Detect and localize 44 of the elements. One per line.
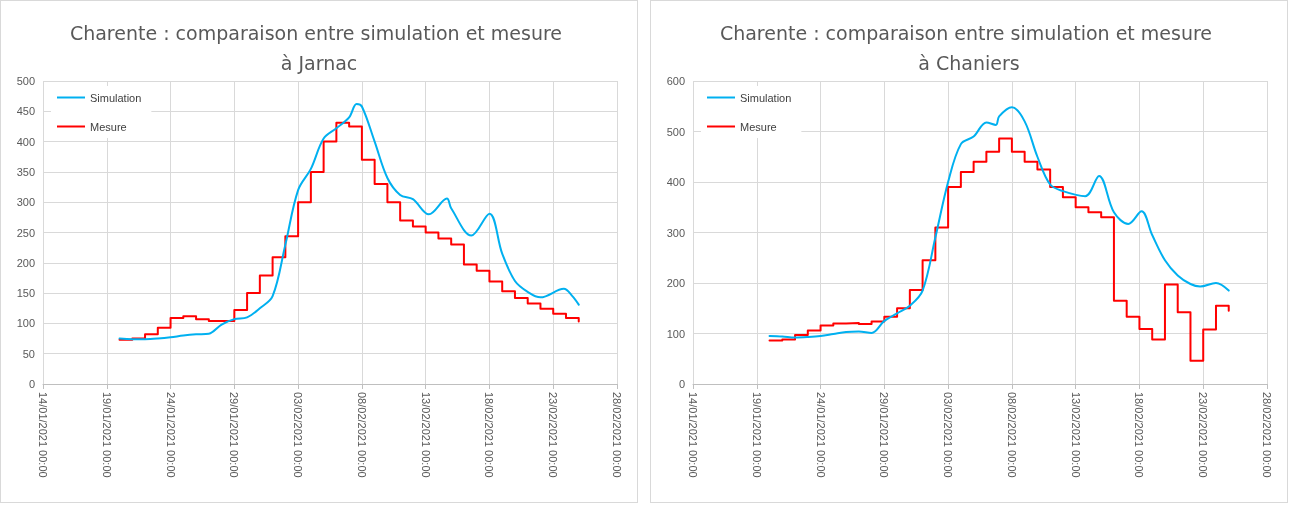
x-tick-label: 24/01/2021 00:00 xyxy=(814,392,827,478)
legend-label: Mesure xyxy=(740,120,777,133)
x-tick-label: 24/01/2021 00:00 xyxy=(164,392,177,478)
x-tick-label: 29/01/2021 00:00 xyxy=(228,392,241,478)
x-tick-label: 14/01/2021 00:00 xyxy=(37,392,49,478)
y-tick-label: 100 xyxy=(666,327,685,340)
x-tick-label: 28/02/2021 00:00 xyxy=(1261,392,1273,478)
y-tick-label: 200 xyxy=(16,256,35,269)
chart-title: Charente : comparaison entre simulation et mesure à Chaniers xyxy=(719,22,1219,74)
y-tick-label: 200 xyxy=(666,277,685,289)
y-tick-label: 450 xyxy=(16,105,35,118)
x-tick-label: 08/02/2021 00:00 xyxy=(1005,392,1018,478)
y-tick-label: 250 xyxy=(16,226,35,239)
y-tick-label: 400 xyxy=(16,135,35,148)
y-tick-label: 350 xyxy=(16,165,35,178)
x-tick-label: 18/02/2021 00:00 xyxy=(483,392,496,478)
x-tick-label: 23/02/2021 00:00 xyxy=(547,392,560,478)
y-tick-label: 0 xyxy=(678,378,685,390)
y-tick-label: 500 xyxy=(666,125,685,138)
x-tick-label: 14/01/2021 00:00 xyxy=(687,392,699,478)
y-tick-label: 100 xyxy=(16,317,35,330)
y-tick-label: 300 xyxy=(16,196,35,209)
x-tick-label: 23/02/2021 00:00 xyxy=(1197,392,1210,478)
legend-label: Simulation xyxy=(90,91,142,104)
y-tick-label: 500 xyxy=(16,75,35,87)
y-tick-label: 150 xyxy=(16,287,35,300)
x-tick-label: 19/01/2021 00:00 xyxy=(100,392,113,478)
y-tick-label: 50 xyxy=(22,347,35,360)
y-tick-label: 0 xyxy=(28,378,35,390)
x-tick-label: 13/02/2021 00:00 xyxy=(1069,392,1082,478)
x-tick-label: 18/02/2021 00:00 xyxy=(1133,392,1146,478)
x-tick-label: 13/02/2021 00:00 xyxy=(419,392,432,478)
x-tick-label: 28/02/2021 00:00 xyxy=(611,392,623,478)
legend-label: Mesure xyxy=(90,120,127,133)
x-tick-label: 29/01/2021 00:00 xyxy=(878,392,891,478)
chart-title: Charente : comparaison entre simulation et mesure à Jarnac xyxy=(69,22,569,74)
y-tick-label: 300 xyxy=(666,226,685,239)
x-tick-label: 03/02/2021 00:00 xyxy=(942,392,955,478)
legend-label: Simulation xyxy=(740,91,792,104)
y-tick-label: 400 xyxy=(666,176,685,188)
x-tick-label: 08/02/2021 00:00 xyxy=(355,392,368,478)
x-tick-label: 19/01/2021 00:00 xyxy=(750,392,763,478)
x-tick-label: 03/02/2021 00:00 xyxy=(292,392,305,478)
y-tick-label: 600 xyxy=(666,75,685,87)
